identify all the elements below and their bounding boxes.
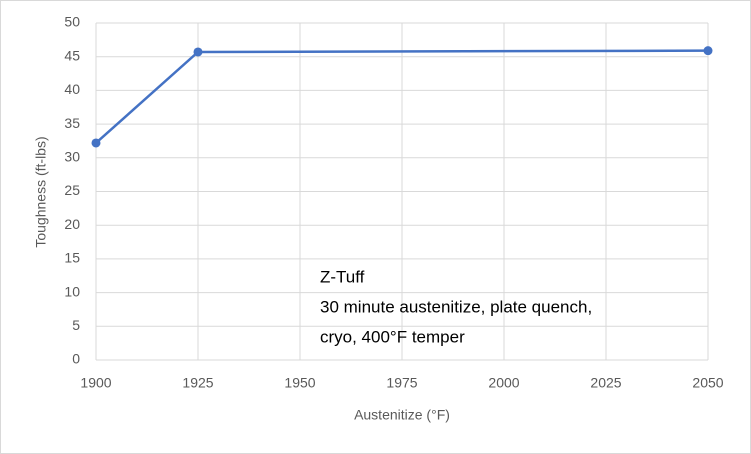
x-tick-label: 1950 bbox=[284, 375, 315, 391]
y-axis-title: Toughness (ft-lbs) bbox=[33, 136, 49, 247]
x-tick-label: 2050 bbox=[692, 375, 723, 391]
y-tick-label: 30 bbox=[64, 149, 80, 165]
y-tick-label: 50 bbox=[64, 14, 80, 30]
annotation: cryo, 400°F temper bbox=[320, 327, 465, 346]
data-point bbox=[193, 47, 203, 57]
data-point bbox=[703, 46, 713, 56]
y-tick-label: 25 bbox=[64, 182, 80, 198]
annotation: 30 minute austenitize, plate quench, bbox=[320, 297, 592, 316]
x-tick-label: 2000 bbox=[488, 375, 519, 391]
x-tick-label: 2025 bbox=[590, 375, 621, 391]
x-tick-label: 1900 bbox=[80, 375, 111, 391]
annotation: Z-Tuff bbox=[320, 267, 365, 286]
y-tick-label: 20 bbox=[64, 216, 80, 232]
x-tick-label: 1975 bbox=[386, 375, 417, 391]
x-axis-title: Austenitize (°F) bbox=[354, 407, 450, 423]
y-tick-label: 15 bbox=[64, 250, 80, 266]
y-tick-label: 10 bbox=[64, 283, 80, 299]
x-tick-label: 1925 bbox=[182, 375, 213, 391]
y-tick-label: 35 bbox=[64, 115, 80, 131]
y-tick-label: 5 bbox=[72, 317, 80, 333]
data-point bbox=[91, 138, 101, 148]
y-tick-label: 45 bbox=[64, 47, 80, 63]
y-tick-label: 40 bbox=[64, 81, 80, 97]
y-tick-label: 0 bbox=[72, 351, 80, 367]
